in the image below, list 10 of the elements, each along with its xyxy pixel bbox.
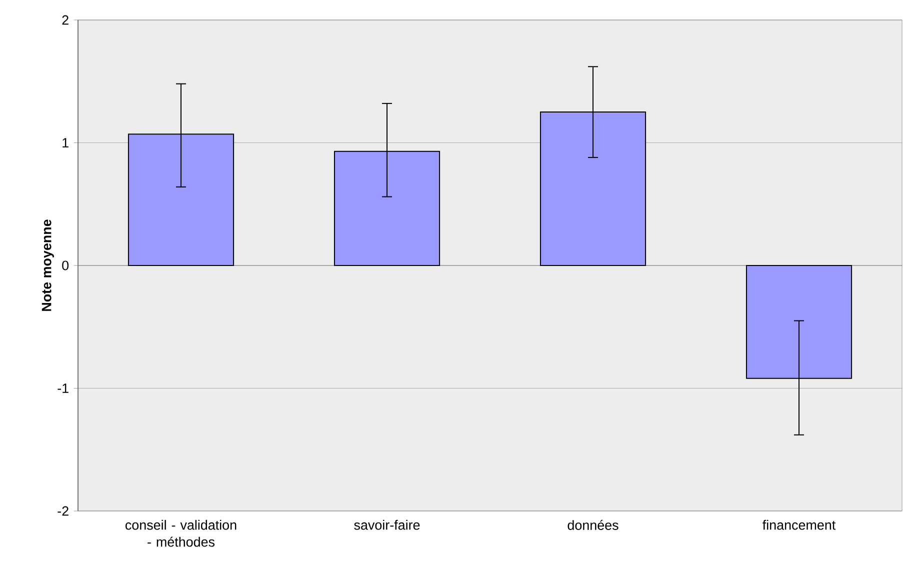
x-tick-label: financement: [762, 520, 836, 530]
y-axis-title: Note moyenne: [42, 220, 54, 311]
x-tick-label: conseil - validation - méthodes: [126, 520, 236, 547]
y-tick-label: 2: [62, 15, 68, 25]
x-tick-label: données: [568, 520, 618, 530]
y-tick-label: 0: [62, 260, 69, 270]
x-tick-label: savoir-faire: [354, 520, 420, 530]
y-tick-label: 1: [62, 138, 68, 148]
y-tick-label: -1: [58, 384, 68, 393]
y-tick-label: -2: [58, 506, 68, 516]
